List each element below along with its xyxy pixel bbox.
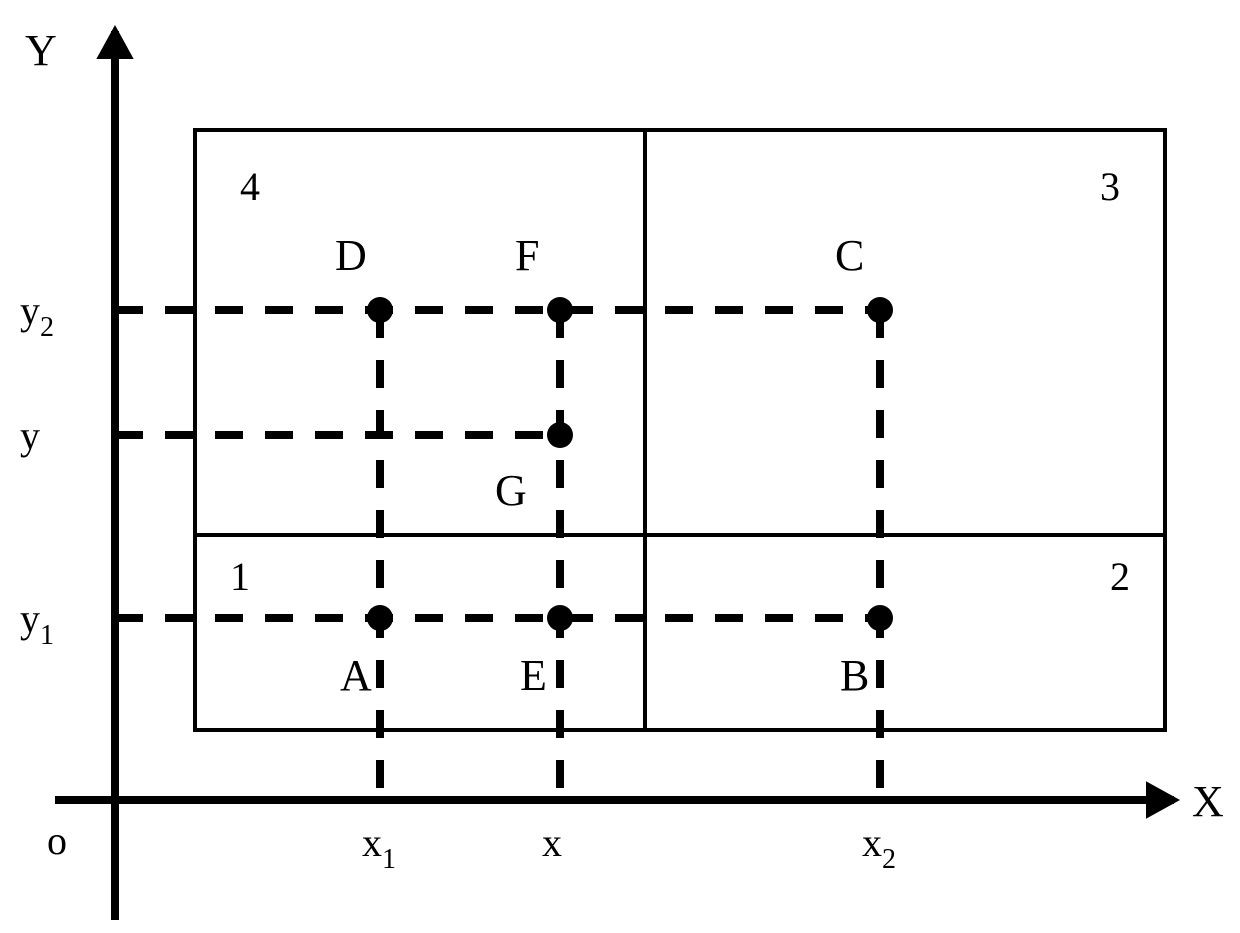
- quadrant-label-1: 1: [230, 554, 250, 599]
- y-axis-arrow: [96, 25, 133, 59]
- x-tick-x: x: [542, 820, 562, 865]
- x-tick-x1: x1: [362, 820, 396, 875]
- point-label-A: A: [340, 651, 372, 700]
- y-axis-label: Y: [25, 26, 57, 75]
- point-A: [367, 605, 393, 631]
- point-label-B: B: [840, 651, 869, 700]
- point-B: [867, 605, 893, 631]
- point-F: [547, 297, 573, 323]
- x-axis-arrow: [1146, 781, 1180, 818]
- diagram-svg: A B C D E F Gx1 x x2 y1 y y2 X Yo 1 2 3 4: [0, 0, 1240, 933]
- y-tick-y2: y2: [20, 288, 54, 343]
- y-tick-y1: y1: [20, 596, 54, 651]
- quadrant-label-3: 3: [1100, 164, 1120, 209]
- points: A B C D E F G: [335, 231, 893, 700]
- point-label-D: D: [335, 231, 367, 280]
- point-D: [367, 297, 393, 323]
- grid-rectangle: [195, 130, 1165, 730]
- point-label-C: C: [835, 231, 864, 280]
- point-G: [547, 422, 573, 448]
- x-tick-x2: x2: [862, 820, 896, 875]
- point-label-G: G: [495, 466, 527, 515]
- axes: [55, 25, 1180, 920]
- point-label-F: F: [515, 231, 539, 280]
- point-label-E: E: [520, 651, 547, 700]
- point-E: [547, 605, 573, 631]
- y-tick-y: y: [20, 413, 40, 458]
- x-axis-label: X: [1192, 777, 1224, 826]
- quadrant-label-2: 2: [1110, 554, 1130, 599]
- point-C: [867, 297, 893, 323]
- origin-label: o: [47, 818, 67, 863]
- quadrant-label-4: 4: [240, 164, 260, 209]
